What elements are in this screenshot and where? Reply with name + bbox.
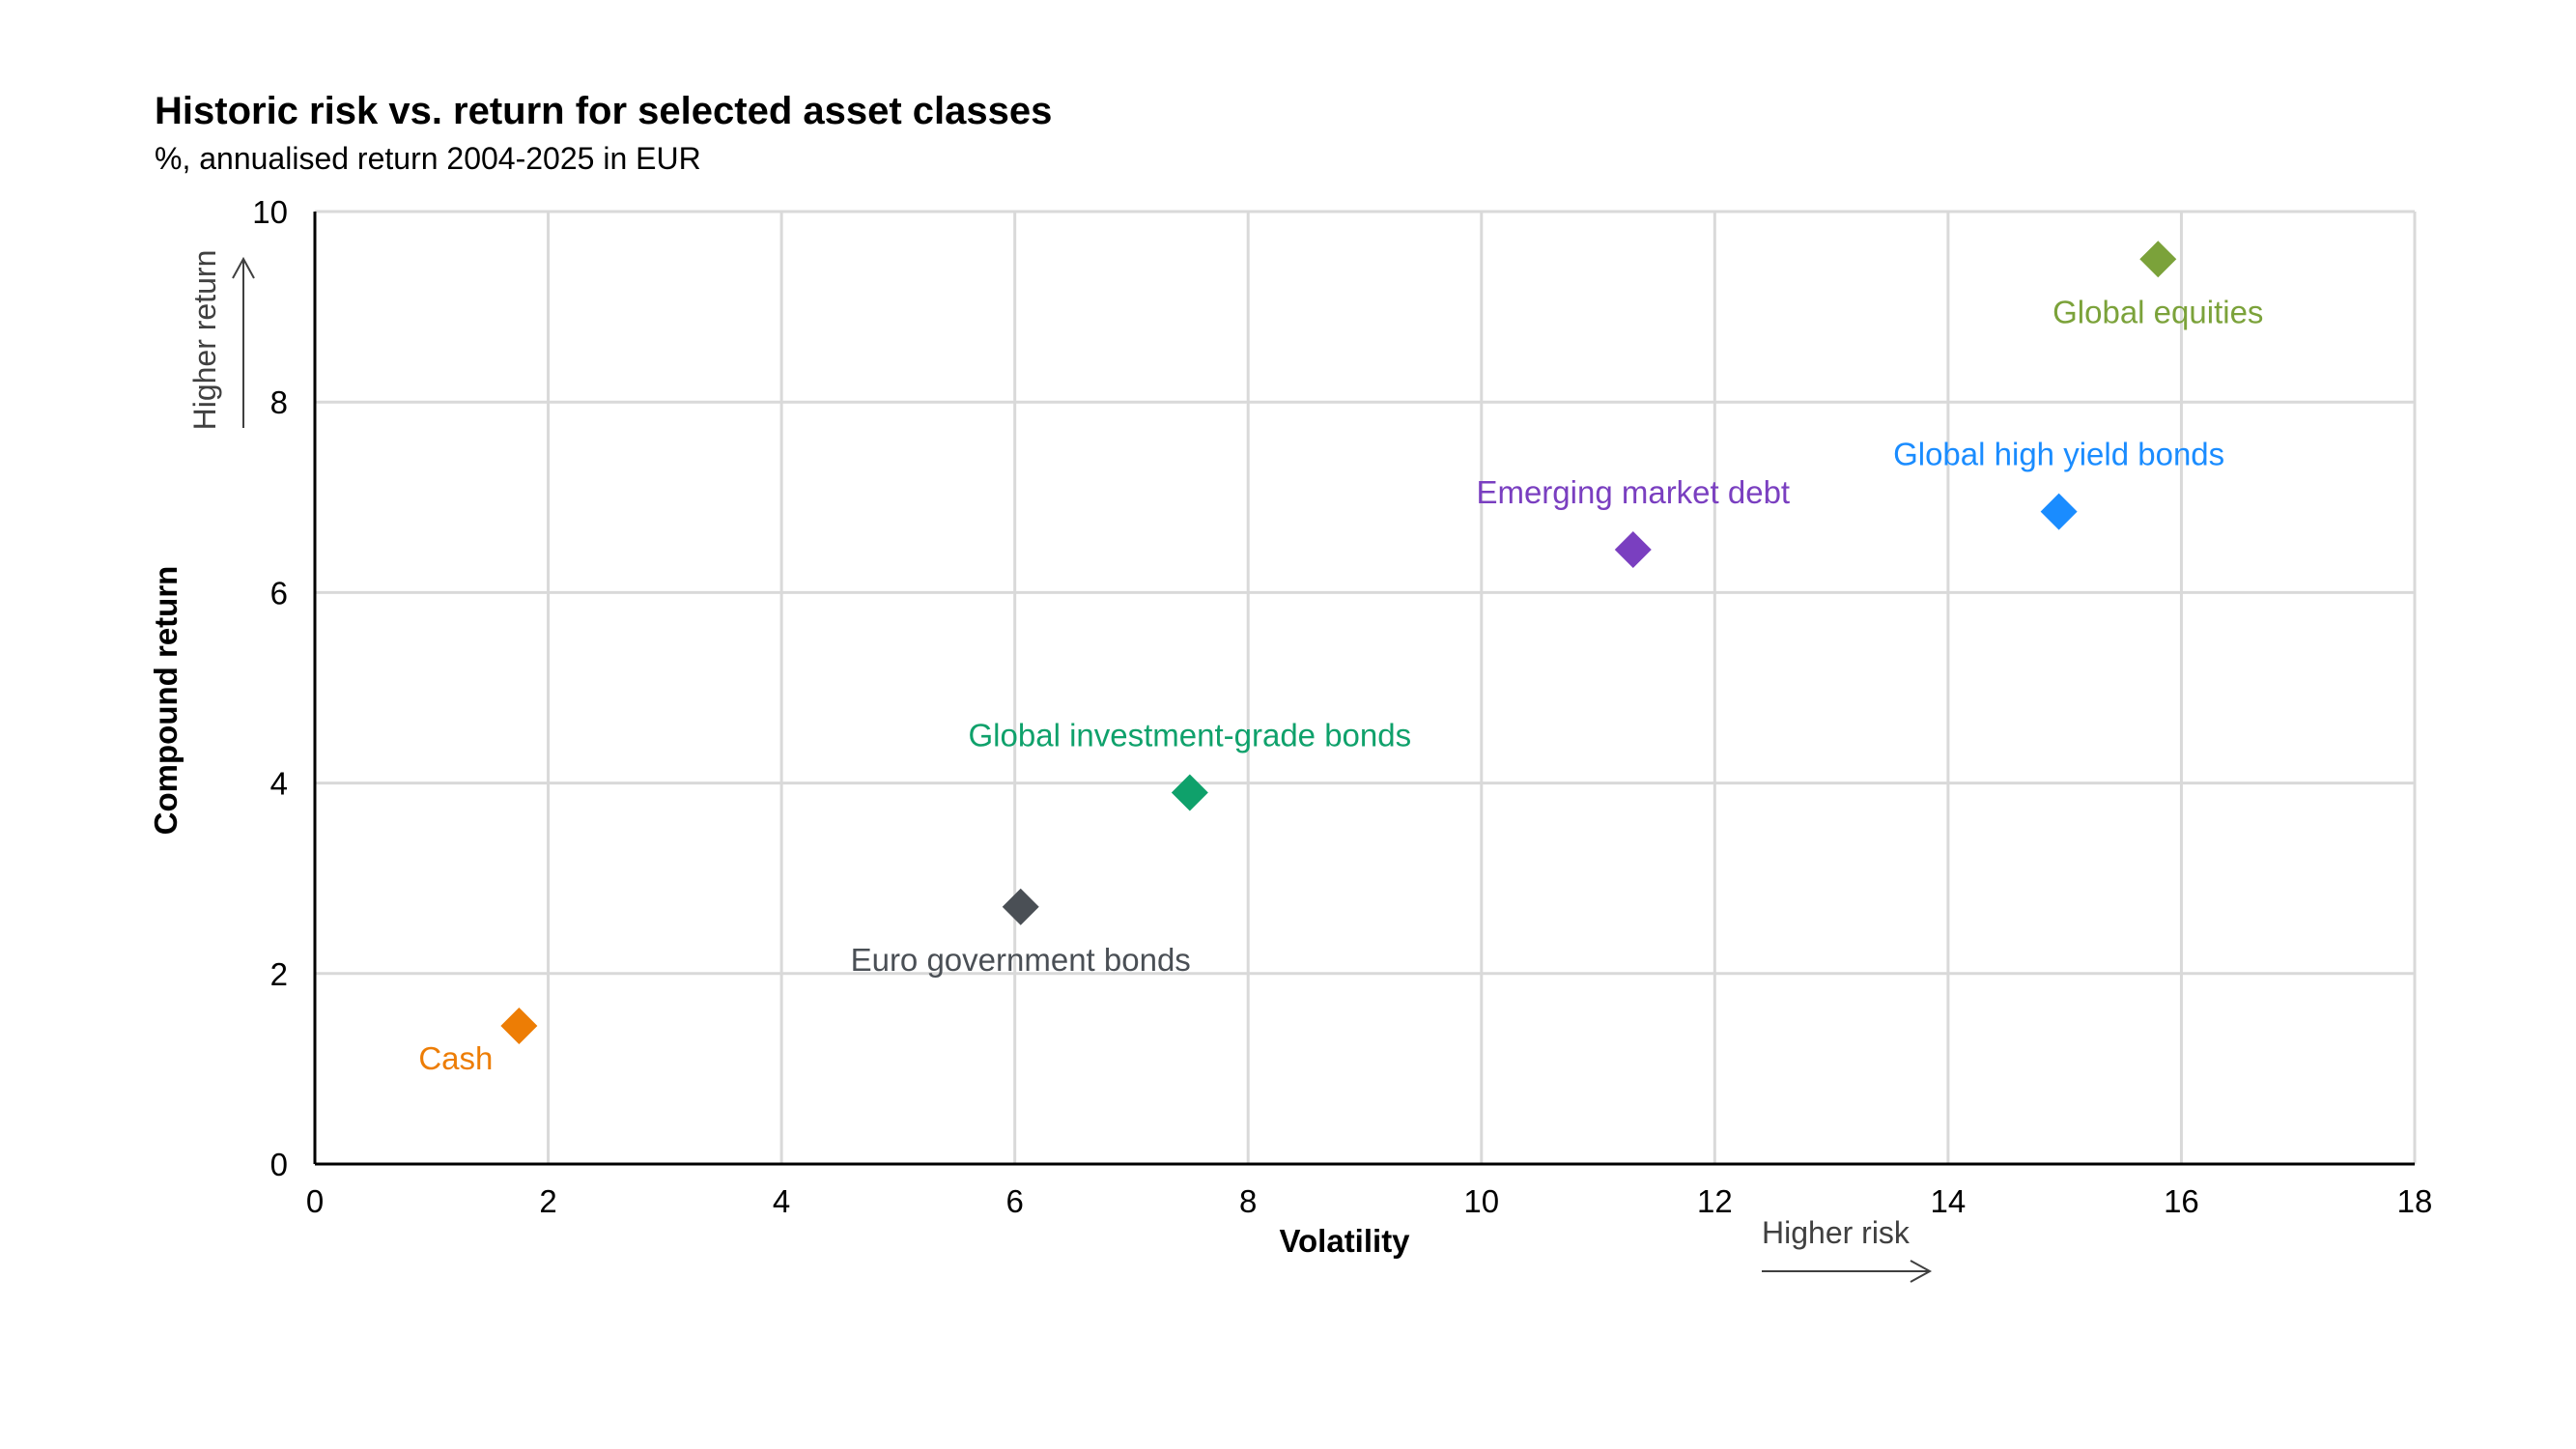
y-tick-label: 8	[270, 384, 288, 420]
y-tick-label: 10	[252, 194, 288, 230]
point-euro-government-bonds	[1002, 888, 1039, 925]
direction-annotations: Higher risk Higher return	[187, 250, 1933, 1283]
label-euro-government-bonds: Euro government bonds	[851, 942, 1191, 978]
higher-return-label: Higher return	[187, 250, 222, 431]
label-emerging-market-debt: Emerging market debt	[1476, 474, 1790, 510]
x-tick-label: 6	[1005, 1183, 1023, 1219]
x-tick-label: 16	[2164, 1183, 2199, 1219]
point-global-investment-grade-bonds	[1171, 774, 1208, 811]
point-global-high-yield-bonds	[2040, 493, 2078, 530]
higher-return-arrow-icon	[232, 256, 255, 428]
tick-labels: 0 2 4 6 8 10 12 14 16 18 0 2 4 6 8 10	[252, 194, 2432, 1219]
y-tick-label: 4	[270, 766, 288, 802]
point-global-equities	[2139, 241, 2177, 278]
x-tick-label: 18	[2397, 1183, 2433, 1219]
axes	[313, 212, 2415, 1166]
x-tick-label: 8	[1239, 1183, 1257, 1219]
x-tick-label: 2	[539, 1183, 556, 1219]
label-global-investment-grade-bonds: Global investment-grade bonds	[969, 717, 1412, 753]
gridlines	[315, 210, 2417, 1164]
x-tick-label: 0	[306, 1183, 324, 1219]
higher-risk-arrow-icon	[1762, 1260, 1933, 1283]
higher-risk-label: Higher risk	[1762, 1215, 1911, 1250]
x-tick-label: 10	[1463, 1183, 1499, 1219]
data-points	[500, 241, 2177, 1045]
label-cash: Cash	[418, 1040, 493, 1076]
label-global-high-yield-bonds: Global high yield bonds	[1893, 437, 2224, 472]
chart-title: Historic risk vs. return for selected as…	[155, 90, 1052, 132]
y-tick-label: 2	[270, 956, 288, 992]
x-tick-label: 12	[1697, 1183, 1733, 1219]
y-tick-label: 0	[270, 1147, 288, 1182]
label-global-equities: Global equities	[2052, 294, 2263, 329]
point-cash	[500, 1008, 538, 1045]
y-tick-label: 6	[270, 575, 288, 611]
x-axis-title: Volatility	[1279, 1223, 1410, 1259]
x-tick-label: 4	[773, 1183, 790, 1219]
y-axis-title: Compound return	[148, 566, 184, 836]
data-labels: Cash Euro government bonds Global investme…	[418, 294, 2263, 1076]
chart-subtitle: %, annualised return 2004-2025 in EUR	[155, 141, 701, 176]
point-emerging-market-debt	[1614, 531, 1652, 569]
x-tick-label: 14	[1931, 1183, 1967, 1219]
